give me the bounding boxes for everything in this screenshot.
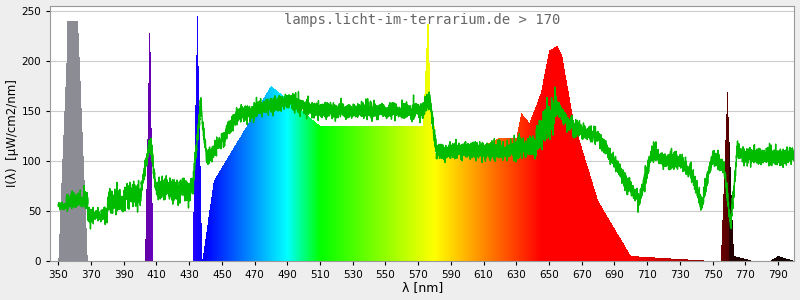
Text: lamps.licht-im-terrarium.de > 170: lamps.licht-im-terrarium.de > 170	[284, 13, 561, 27]
X-axis label: λ [nm]: λ [nm]	[402, 281, 443, 294]
Y-axis label: I(λ)  [μW/cm2/nm]: I(λ) [μW/cm2/nm]	[6, 80, 18, 187]
